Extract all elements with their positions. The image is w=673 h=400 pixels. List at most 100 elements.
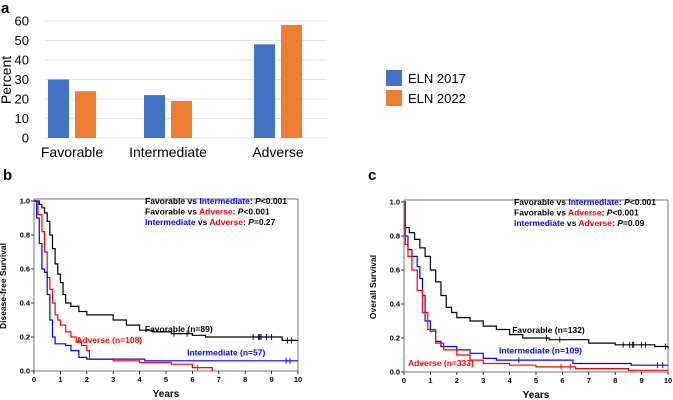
annotation-segment: vs	[554, 197, 568, 207]
y-tick-label: 0.2	[390, 334, 400, 343]
y-tick-label: 1.0	[390, 198, 400, 207]
y-tick-label: 30	[15, 72, 29, 87]
bar-eln-2022	[281, 24, 302, 138]
x-tick-label: 2	[85, 375, 89, 384]
x-tick-label: 3	[111, 375, 115, 384]
annotation-segment: =0.27	[254, 217, 276, 227]
y-tick-label: 0.4	[390, 300, 401, 309]
bar-eln-2017	[254, 44, 275, 138]
x-tick-label: 0	[32, 375, 36, 384]
x-tick-label: 5	[164, 375, 168, 384]
p-value-annotation: Favorable vs Intermediate: P<0.001	[145, 196, 287, 206]
x-tick-label: 3	[481, 376, 485, 385]
y-tick-label: 0.2	[20, 333, 30, 342]
annotation-segment: :	[602, 208, 607, 218]
legend-label: ELN 2022	[408, 91, 466, 106]
annotation-segment: Intermediate	[145, 217, 196, 227]
annotation-segment: P	[607, 208, 613, 218]
km-plot-os: 0 1 2 3 4 5 6 7 8 9 10 0.0 0.2 0.4 0.6 0.8 1.0 Years Overa…	[368, 197, 672, 400]
annotation-segment: <0.001	[261, 196, 288, 206]
bar-eln-2017	[48, 79, 69, 138]
annotation-segment: vs	[185, 196, 199, 206]
annotation-segment: vs	[554, 208, 568, 218]
annotation-segment: vs	[565, 218, 579, 228]
annotation-segment: Favorable	[514, 197, 554, 207]
km-plot-dfs: 0 1 2 3 4 5 6 7 8 9 10 0.0 0.2 0.4 0.6 0.8 1.0 Years Disea…	[0, 196, 302, 400]
x-tick-label: 9	[640, 376, 644, 385]
curve-label: Favorable (n=132)	[512, 325, 585, 335]
curve-label: Intermediate (n=57)	[187, 348, 265, 358]
annotation-segment: Adverse	[199, 207, 233, 217]
y-tick-label: 0.8	[20, 231, 30, 240]
bar-eln-2017	[144, 95, 165, 138]
annotation-segment: Intermediate	[199, 196, 250, 206]
survival-curve-adverse	[34, 200, 213, 371]
category-label: Intermediate	[129, 144, 207, 160]
curve-label: Adverse (n=333)	[408, 358, 474, 368]
annotation-segment: :	[243, 217, 248, 227]
annotation-segment: <0.001	[630, 197, 657, 207]
y-tick-label: 1.0	[20, 197, 30, 206]
annotation-segment: Favorable	[514, 208, 554, 218]
annotation-segment: vs	[185, 207, 199, 217]
bar-chart: 0 10 20 30 40 50 60 Percent Favorable Intermediat…	[0, 14, 466, 161]
annotation-segment: :	[619, 197, 624, 207]
category-label: Favorable	[41, 144, 103, 160]
x-tick-label: 6	[560, 376, 564, 385]
bar-eln-2022	[171, 100, 192, 138]
y-tick-label: 0.4	[20, 299, 31, 308]
x-tick-label: 8	[243, 375, 247, 384]
annotation-segment: P	[624, 197, 630, 207]
y-tick-label: 0.6	[390, 266, 400, 275]
p-value-annotation: Favorable vs Adverse: P<0.001	[514, 208, 639, 218]
survival-curve-intermediate	[34, 200, 298, 362]
panel-label-c: c	[368, 167, 376, 184]
y-tick-label: 0.0	[20, 367, 30, 376]
legend-swatch	[386, 70, 402, 86]
bar-eln-2022	[75, 91, 96, 138]
curve-label: Adverse (n=108)	[76, 335, 142, 345]
annotation-segment: :	[250, 196, 255, 206]
annotation-segment: P	[255, 196, 261, 206]
x-tick-label: 0	[402, 376, 406, 385]
y-tick-label: 40	[15, 53, 29, 68]
y-axis-label: Disease-free Survival	[0, 243, 8, 329]
category-label: Adverse	[252, 144, 304, 160]
panel-label-b: b	[3, 167, 12, 184]
y-tick-label: 10	[15, 111, 29, 126]
x-tick-label: 5	[534, 376, 538, 385]
annotation-segment: :	[233, 207, 238, 217]
panel-label-a: a	[1, 0, 10, 17]
survival-curve-favorable	[34, 200, 298, 341]
annotation-segment: P	[238, 207, 244, 217]
survival-curve-adverse	[404, 201, 668, 371]
y-tick-label: 0.8	[390, 232, 400, 241]
annotation-segment: P	[248, 217, 254, 227]
survival-curve-favorable	[404, 201, 669, 349]
x-tick-label: 10	[294, 375, 302, 384]
annotation-segment: <0.001	[243, 207, 270, 217]
x-tick-label: 6	[190, 375, 194, 384]
annotation-segment: vs	[196, 217, 210, 227]
x-tick-label: 7	[217, 375, 221, 384]
curve-label: Favorable (n=89)	[145, 324, 213, 334]
x-tick-label: 8	[613, 376, 617, 385]
x-axis-label: Years	[523, 390, 550, 400]
y-tick-label: 0	[22, 131, 29, 146]
annotation-segment: Adverse	[578, 218, 612, 228]
annotation-segment: Favorable	[145, 207, 185, 217]
annotation-segment: Adverse	[568, 208, 602, 218]
p-value-annotation: Favorable vs Intermediate: P<0.001	[514, 197, 656, 207]
annotation-segment: :	[612, 218, 617, 228]
x-tick-label: 4	[138, 375, 143, 384]
y-tick-label: 60	[15, 14, 29, 29]
x-tick-label: 7	[587, 376, 591, 385]
curve-label: Intermediate (n=109)	[499, 345, 582, 355]
p-value-annotation: Intermediate vs Adverse: P=0.27	[145, 217, 276, 227]
annotation-segment: Intermediate	[514, 218, 565, 228]
y-tick-label: 20	[15, 92, 29, 107]
annotation-segment: =0.09	[623, 218, 645, 228]
legend-label: ELN 2017	[408, 71, 466, 86]
p-value-annotation: Favorable vs Adverse: P<0.001	[145, 207, 270, 217]
x-tick-label: 2	[455, 376, 459, 385]
